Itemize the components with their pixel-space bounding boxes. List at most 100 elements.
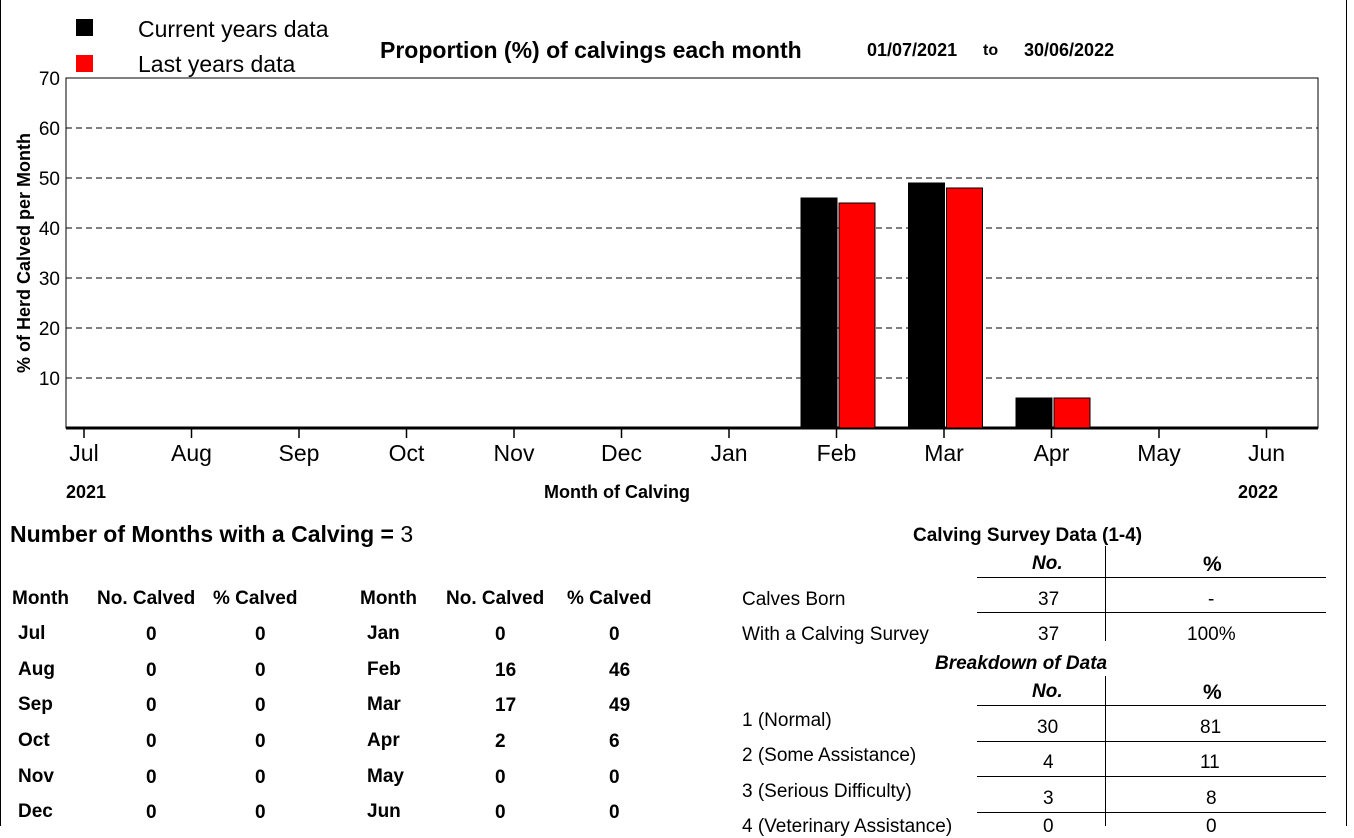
month-cell: Jul [18, 623, 46, 644]
right-table-header-month: Month [360, 588, 417, 609]
x-tick-label: Jul [69, 440, 98, 466]
right-table-header-no: No. Calved [446, 588, 545, 609]
no-calved-cell: 0 [495, 767, 506, 788]
page-left-border [0, 0, 1, 826]
breakdown-label: 2 (Some Assistance) [742, 745, 917, 766]
x-tick-label: Jan [710, 440, 747, 466]
month-cell: Nov [18, 766, 54, 787]
survey-col-no: No. [1032, 553, 1063, 574]
x-tick-label: Nov [494, 440, 535, 466]
date-from: 01/07/2021 [867, 40, 958, 60]
left-table-header-no: No. Calved [97, 588, 196, 609]
survey-row-rule [977, 612, 1326, 613]
month-cell: Feb [367, 659, 401, 680]
no-calved-cell: 0 [146, 767, 157, 788]
y-axis-label: % of Herd Calved per Month [14, 133, 34, 373]
x-tick-label: Sep [279, 440, 320, 466]
left-table-header-pct: % Calved [213, 588, 298, 609]
breakdown-no: 3 [1043, 788, 1054, 809]
month-cell: Jan [367, 623, 400, 644]
breakdown-header-rule [977, 705, 1326, 706]
survey-row-no: 37 [1038, 589, 1060, 610]
legend-swatch-last [76, 55, 93, 72]
no-calved-cell: 2 [495, 731, 506, 752]
breakdown-row-rule [977, 741, 1326, 742]
survey-row-pct: 100% [1187, 624, 1236, 645]
no-calved-cell: 0 [495, 802, 506, 823]
y-tick-label: 60 [39, 119, 60, 140]
months-with-calving-label: Number of Months with a Calving = [10, 521, 394, 547]
pct-calved-cell: 0 [609, 767, 620, 788]
survey-row-label: Calves Born [742, 589, 846, 610]
pct-calved-cell: 46 [609, 660, 631, 681]
breakdown-col-pct: % [1203, 681, 1222, 704]
month-cell: Apr [367, 730, 400, 751]
month-cell: Jun [367, 801, 401, 822]
y-tick-label: 70 [39, 69, 60, 90]
pct-calved-cell: 0 [255, 695, 266, 716]
plot-frame [65, 77, 1319, 429]
no-calved-cell: 0 [146, 624, 157, 645]
pct-calved-cell: 0 [255, 731, 266, 752]
no-calved-cell: 0 [146, 695, 157, 716]
survey-row-pct: - [1208, 589, 1215, 610]
breakdown-row-rule [977, 812, 1326, 813]
breakdown-pct: 0 [1206, 816, 1217, 837]
x-tick-label: Dec [601, 440, 642, 466]
no-calved-cell: 0 [146, 731, 157, 752]
breakdown-title: Breakdown of Data [935, 653, 1108, 674]
survey-row-no: 37 [1038, 624, 1060, 645]
breakdown-label: 3 (Serious Difficulty) [742, 781, 912, 802]
breakdown-no: 30 [1037, 717, 1059, 738]
breakdown-no: 0 [1043, 816, 1054, 837]
no-calved-cell: 0 [146, 802, 157, 823]
breakdown-row-rule [977, 776, 1326, 777]
bar-last-apr [1053, 397, 1091, 429]
legend-label-current: Current years data [138, 16, 329, 42]
breakdown-pct: 8 [1206, 788, 1217, 809]
x-tick-label: Feb [817, 440, 857, 466]
y-tick-label: 30 [39, 269, 60, 290]
legend-swatch-current [76, 19, 93, 36]
x-tick-label: Oct [389, 440, 425, 466]
months-with-calving: Number of Months with a Calving = 3 [10, 521, 413, 548]
month-cell: Oct [18, 730, 50, 751]
month-cell: May [367, 766, 404, 787]
months-with-calving-value: 3 [400, 521, 414, 547]
pct-calved-cell: 0 [255, 802, 266, 823]
survey-row-label: With a Calving Survey [742, 624, 929, 645]
month-cell: Dec [18, 801, 53, 822]
pct-calved-cell: 0 [255, 767, 266, 788]
left-table-header-month: Month [12, 588, 69, 609]
x-tick-label: Aug [171, 440, 212, 466]
pct-calved-cell: 0 [255, 624, 266, 645]
month-cell: Mar [367, 694, 401, 715]
x-tick-label: Apr [1034, 440, 1070, 466]
legend-label-last: Last years data [138, 51, 296, 77]
breakdown-label: 1 (Normal) [742, 710, 832, 731]
pct-calved-cell: 6 [609, 731, 620, 752]
y-tick-label: 20 [39, 319, 60, 340]
calving-bar-chart: 10 20 30 40 50 60 70 Jul Aug Sep Oct Nov Dec Jan Feb Ma… [14, 69, 1319, 502]
x-axis-label: Month of Calving [544, 482, 690, 502]
no-calved-cell: 17 [495, 695, 517, 716]
bar-current-apr [1015, 397, 1053, 429]
pct-calved-cell: 49 [609, 695, 631, 716]
date-to-word: to [983, 42, 999, 59]
breakdown-pct: 81 [1200, 717, 1222, 738]
breakdown-no: 4 [1043, 752, 1054, 773]
x-tick-label: Jun [1248, 440, 1285, 466]
survey-divider-top [1105, 546, 1106, 641]
year-start-label: 2021 [66, 482, 106, 502]
survey-col-pct: % [1203, 553, 1222, 576]
no-calved-cell: 0 [495, 624, 506, 645]
breakdown-col-no: No. [1032, 681, 1063, 702]
pct-calved-cell: 0 [609, 624, 620, 645]
chart-title: Proportion (%) of calvings each month [380, 37, 802, 63]
no-calved-cell: 16 [495, 660, 517, 681]
year-end-label: 2022 [1238, 482, 1278, 502]
pct-calved-cell: 0 [609, 802, 620, 823]
y-tick-label: 50 [39, 169, 60, 190]
y-tick-label: 10 [39, 369, 60, 390]
bar-current-mar [908, 182, 945, 429]
